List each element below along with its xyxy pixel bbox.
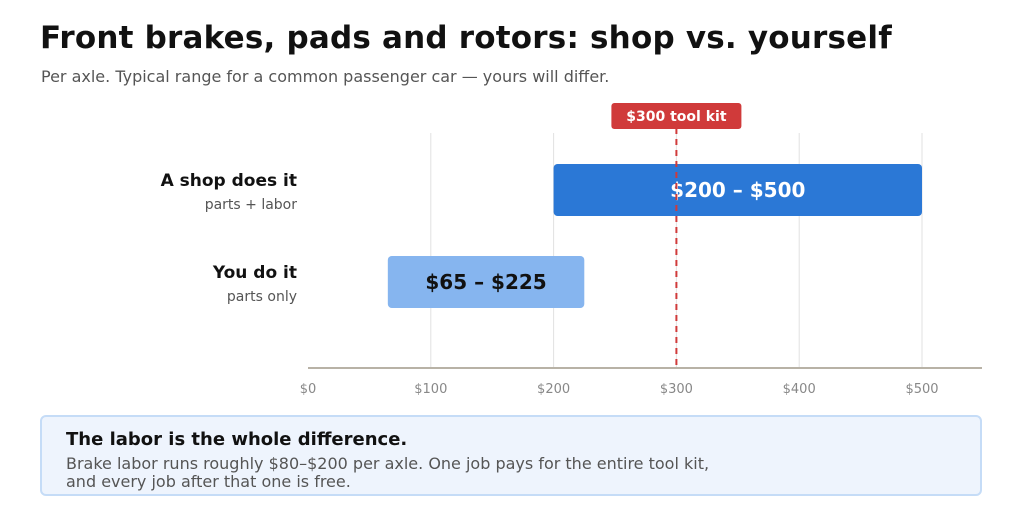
x-tick-label-100: $100 <box>414 382 447 397</box>
range-bar-1 <box>387 256 585 308</box>
callout-body-line-2: and every job after that one is free. <box>66 472 351 491</box>
callout-body-line-1: Brake labor runs roughly $80–$200 per ax… <box>66 454 710 473</box>
category-sublabel-1: parts only <box>227 289 297 305</box>
reference-label-box <box>611 103 742 129</box>
range-bar-0 <box>553 164 922 216</box>
bar-label-0: $200 – $500 <box>670 178 805 202</box>
category-sublabel-0: parts + labor <box>205 197 298 213</box>
category-label-0: A shop does it <box>161 171 297 191</box>
chart-title: Front brakes, pads and rotors: shop vs. … <box>40 20 892 56</box>
chart-subtitle: Per axle. Typical range for a common pas… <box>41 67 610 86</box>
callout-title: The labor is the whole difference. <box>66 429 408 450</box>
x-tick-label-500: $500 <box>905 382 938 397</box>
category-label-1: You do it <box>212 263 297 283</box>
labor-callout: The labor is the whole difference. Brake… <box>40 415 982 496</box>
x-tick-label-200: $200 <box>537 382 570 397</box>
x-tick-label-0: $0 <box>300 382 317 397</box>
x-tick-label-400: $400 <box>783 382 816 397</box>
callout-body: Brake labor runs roughly $80–$200 per ax… <box>66 455 956 491</box>
bar-label-1: $65 – $225 <box>425 270 546 294</box>
range-bar-chart: $200 – $500 A shop does it parts + labor $6… <box>161 103 982 397</box>
x-tick-label-300: $300 <box>660 382 693 397</box>
reference-label: $300 tool kit <box>626 109 727 125</box>
